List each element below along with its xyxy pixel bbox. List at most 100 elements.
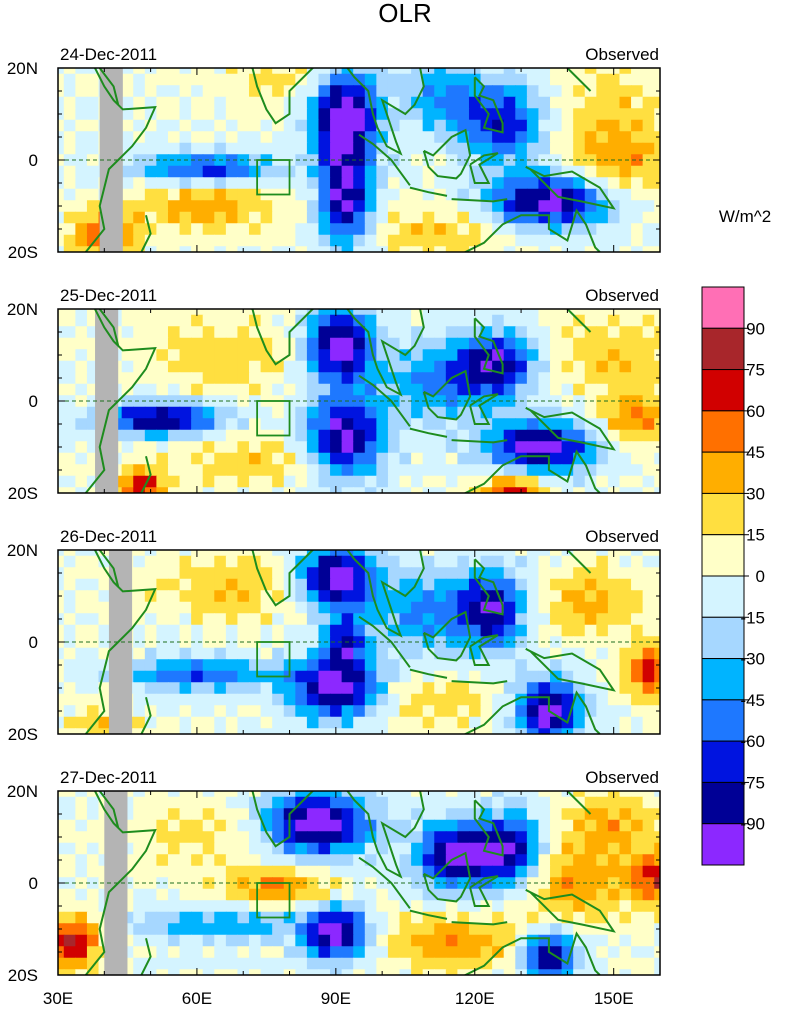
olr-cell <box>584 68 597 75</box>
olr-cell <box>237 200 250 213</box>
olr-cell <box>526 326 540 339</box>
olr-cell <box>341 234 354 247</box>
olr-cell <box>526 550 540 557</box>
olr-cell <box>607 142 621 155</box>
olr-cell <box>573 670 586 683</box>
olr-cell <box>133 119 146 132</box>
olr-cell <box>364 705 377 718</box>
olr-cell <box>492 923 505 936</box>
olr-cell <box>58 791 65 798</box>
olr-cell <box>642 728 655 734</box>
olr-cell <box>596 555 609 568</box>
olr-cell <box>376 888 389 901</box>
olr-cell <box>399 900 412 913</box>
olr-cell <box>526 854 540 867</box>
olr-cell <box>353 934 366 947</box>
olr-cell <box>526 934 540 947</box>
olr-cell <box>619 337 632 350</box>
olr-cell <box>422 808 435 821</box>
olr-cell <box>306 372 320 385</box>
olr-cell <box>538 567 551 580</box>
olr-cell <box>330 888 343 901</box>
olr-cell <box>167 693 181 706</box>
olr-cell <box>468 188 482 201</box>
olr-cell <box>480 624 493 637</box>
olr-cell <box>411 406 424 419</box>
olr-cell <box>526 613 540 626</box>
olr-cell <box>295 429 308 442</box>
olr-cell <box>283 854 296 867</box>
olr-cell <box>619 418 632 431</box>
olr-cell <box>144 659 158 672</box>
olr-cell <box>156 624 169 637</box>
olr-cell <box>480 911 493 924</box>
olr-cell <box>272 555 285 568</box>
olr-cell <box>654 842 660 855</box>
olr-cell <box>503 842 516 855</box>
olr-cell <box>387 108 401 121</box>
olr-cell <box>58 865 65 878</box>
olr-cell <box>63 464 76 477</box>
olr-cell <box>144 142 158 155</box>
olr-cell <box>295 200 308 213</box>
olr-cell <box>237 900 250 913</box>
olr-cell <box>492 911 505 924</box>
olr-cell <box>63 957 76 970</box>
olr-cell <box>480 728 493 734</box>
olr-cell <box>642 888 655 901</box>
olr-cell <box>631 68 644 75</box>
olr-cell <box>445 969 459 975</box>
olr-cell <box>492 177 505 190</box>
olr-cell <box>654 796 660 809</box>
olr-cell <box>191 395 204 408</box>
olr-cell <box>642 349 655 362</box>
olr-cell <box>619 865 632 878</box>
olr-cell <box>538 383 551 396</box>
olr-cell <box>306 647 320 660</box>
olr-cell <box>237 578 250 591</box>
olr-cell <box>515 177 528 190</box>
olr-cell <box>434 73 447 86</box>
olr-cell <box>515 337 528 350</box>
olr-cell <box>422 854 435 867</box>
olr-cell <box>364 73 377 86</box>
olr-cell <box>526 119 540 132</box>
olr-cell <box>422 234 435 247</box>
olr-cell <box>538 969 551 975</box>
olr-cell <box>411 682 424 695</box>
olr-cell <box>515 567 528 580</box>
olr-cell <box>330 131 343 144</box>
olr-cell <box>468 682 482 695</box>
olr-cell <box>306 911 320 924</box>
olr-cell <box>330 670 343 683</box>
olr-cell <box>468 429 482 442</box>
olr-cell <box>457 865 470 878</box>
olr-cell <box>202 550 215 557</box>
olr-cell <box>492 475 505 488</box>
olr-cell <box>515 383 528 396</box>
olr-cell <box>75 96 88 109</box>
olr-cell <box>515 234 528 247</box>
olr-cell <box>133 96 146 109</box>
olr-cell <box>133 246 146 252</box>
olr-cell <box>156 831 169 844</box>
olr-cell <box>341 670 354 683</box>
olr-cell <box>330 429 343 442</box>
olr-cell <box>654 452 660 465</box>
olr-cell <box>167 647 181 660</box>
olr-cell <box>573 337 586 350</box>
olr-cell <box>538 234 551 247</box>
olr-cell <box>642 68 655 75</box>
olr-cell <box>607 567 621 580</box>
olr-cell <box>561 108 574 121</box>
olr-cell <box>156 728 169 734</box>
olr-cell <box>399 452 412 465</box>
olr-cell <box>63 309 76 316</box>
olr-cell <box>167 831 181 844</box>
olr-cell <box>167 808 181 821</box>
olr-cell <box>121 314 134 327</box>
olr-cell <box>573 624 586 637</box>
olr-cell <box>156 349 169 362</box>
olr-cell <box>422 108 435 121</box>
